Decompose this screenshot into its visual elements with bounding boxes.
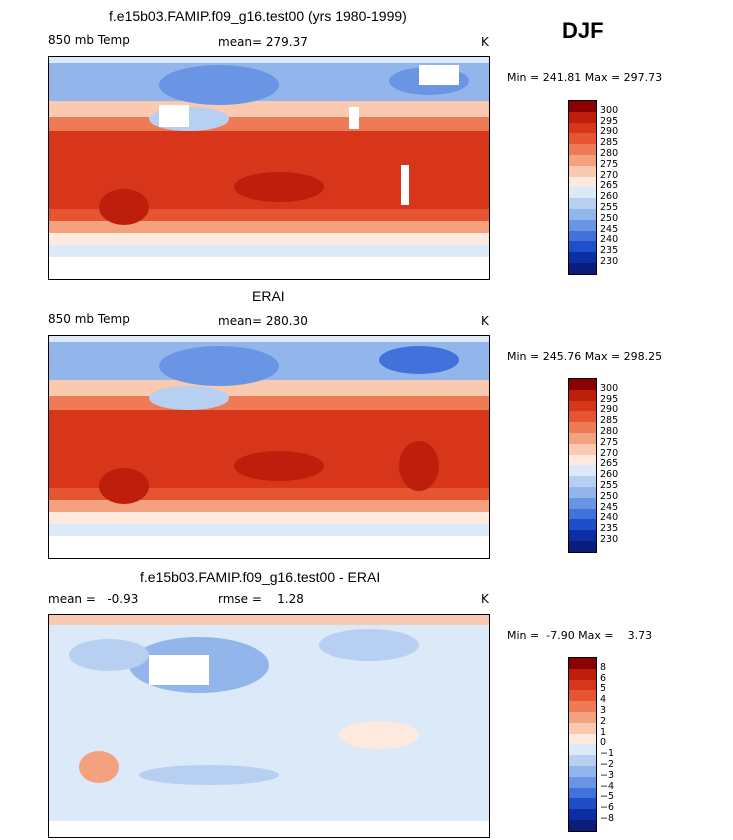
colorbar-tick-label: 2 xyxy=(600,715,607,727)
panel2-units: K xyxy=(481,314,489,328)
colorbar-tick-label: 300 xyxy=(600,382,619,394)
colorbar-tick-label: 260 xyxy=(600,469,619,481)
colorbar-tick-label: −1 xyxy=(600,748,615,760)
panel3-colorbar xyxy=(568,657,597,832)
colorbar-tick-label: 255 xyxy=(600,202,619,213)
colorbar-tick-label: −6 xyxy=(600,802,615,814)
colorbar-tick-label: 1 xyxy=(600,726,607,738)
panel1-colorbar xyxy=(568,100,597,275)
panel1-minmax: Min = 241.81 Max = 297.73 xyxy=(507,71,663,84)
colorbar-tick-label: 5 xyxy=(600,683,607,695)
panel3-mean: mean = -0.93 xyxy=(48,592,139,606)
colorbar-tick-label: 8 xyxy=(600,661,607,673)
colorbar-tick-label: 230 xyxy=(600,534,619,545)
colorbar-tick-label: 230 xyxy=(600,256,619,267)
colorbar-tick-label: 0 xyxy=(600,737,607,749)
panel3-map xyxy=(48,614,490,838)
colorbar-tick-label: −3 xyxy=(600,769,615,781)
panel2-mean: mean= 280.30 xyxy=(218,314,308,328)
panel2-map xyxy=(48,335,490,559)
colorbar-tick-label: 290 xyxy=(600,126,619,138)
panel3-units: K xyxy=(481,592,489,606)
colorbar-tick-label: 3 xyxy=(600,705,607,716)
colorbar-tick-label: 275 xyxy=(600,436,619,448)
panel2-variable: 850 mb Temp xyxy=(48,312,130,326)
panel3-minmax: Min = -7.90 Max = 3.73 xyxy=(507,629,653,642)
colorbar-tick-label: 235 xyxy=(600,245,619,257)
panel2-title: ERAI xyxy=(252,288,285,304)
colorbar-tick-label: 260 xyxy=(600,191,619,203)
panel1-mean: mean= 279.37 xyxy=(218,35,308,49)
colorbar-tick-label: −4 xyxy=(600,780,615,792)
colorbar-tick-label: 285 xyxy=(600,137,619,149)
panel1-title: f.e15b03.FAMIP.f09_g16.test00 (yrs 1980-… xyxy=(109,8,407,24)
panel2-colorbar xyxy=(568,378,597,553)
colorbar-tick-label: 265 xyxy=(600,180,619,192)
panel2-minmax: Min = 245.76 Max = 298.25 xyxy=(507,350,663,363)
colorbar-tick-label: 265 xyxy=(600,458,619,470)
colorbar-tick-label: 240 xyxy=(600,234,619,246)
colorbar-tick-label: 245 xyxy=(600,223,619,235)
colorbar-tick-label: 250 xyxy=(600,490,619,502)
colorbar-tick-label: 295 xyxy=(600,393,619,405)
colorbar-tick-label: 280 xyxy=(600,148,619,159)
colorbar-tick-label: −8 xyxy=(600,813,615,824)
colorbar-tick-label: 255 xyxy=(600,480,619,491)
colorbar-tick-label: 285 xyxy=(600,415,619,427)
colorbar-tick-label: 245 xyxy=(600,501,619,513)
colorbar-tick-label: 270 xyxy=(600,447,619,459)
colorbar-tick-label: 6 xyxy=(600,672,607,684)
colorbar-tick-label: 290 xyxy=(600,404,619,416)
colorbar-tick-label: 4 xyxy=(600,694,607,706)
colorbar-tick-label: 240 xyxy=(600,512,619,524)
colorbar-tick-label: −2 xyxy=(600,759,615,770)
panel1-map xyxy=(48,56,490,280)
colorbar-tick-label: 250 xyxy=(600,212,619,224)
colorbar-tick-label: −5 xyxy=(600,791,615,803)
colorbar-tick-label: 235 xyxy=(600,523,619,535)
colorbar-tick-label: 300 xyxy=(600,104,619,116)
colorbar-tick-label: 275 xyxy=(600,158,619,170)
colorbar-tick-label: 270 xyxy=(600,169,619,181)
panel3-rmse: rmse = 1.28 xyxy=(218,592,304,606)
panel1-variable: 850 mb Temp xyxy=(48,33,130,47)
colorbar-tick-label: 280 xyxy=(600,426,619,437)
panel3-title: f.e15b03.FAMIP.f09_g16.test00 - ERAI xyxy=(140,569,381,585)
panel1-units: K xyxy=(481,35,489,49)
season-label: DJF xyxy=(562,18,604,43)
colorbar-tick-label: 295 xyxy=(600,115,619,127)
